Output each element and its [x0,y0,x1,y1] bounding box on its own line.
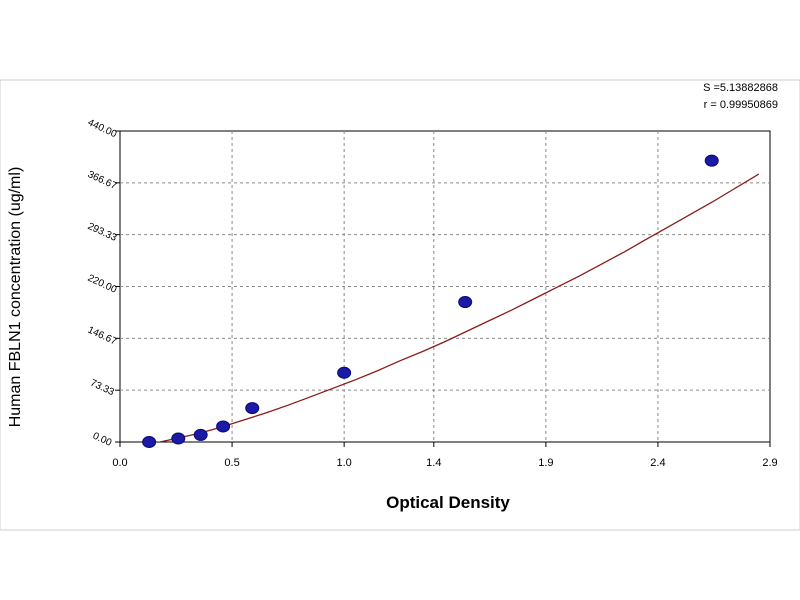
x-tick-label: 1.4 [426,457,441,469]
data-point [216,420,231,433]
annotation-s-value: S =5.13882868 [703,82,778,94]
data-point [171,432,186,445]
x-tick-label: 2.9 [762,457,777,469]
x-tick-label: 2.4 [650,457,665,469]
data-point [458,296,473,309]
grid-lines [120,131,770,442]
fit-curve [156,173,760,442]
data-point [704,154,719,167]
data-point [337,366,352,379]
data-points [142,154,719,448]
x-tick-label: 0.0 [112,457,127,469]
x-tick-label: 1.9 [538,457,553,469]
annotation-r-value: r = 0.99950869 [704,99,778,111]
x-tick-label: 1.0 [336,457,351,469]
x-tick-label: 0.5 [224,457,239,469]
fit-curve-layer [156,173,760,442]
data-point [193,428,208,441]
y-axis-label: Human FBLN1 concentration (ug/ml) [7,167,24,428]
data-point [245,402,260,415]
data-point [142,436,157,448]
x-axis-label: Optical Density [386,493,510,512]
